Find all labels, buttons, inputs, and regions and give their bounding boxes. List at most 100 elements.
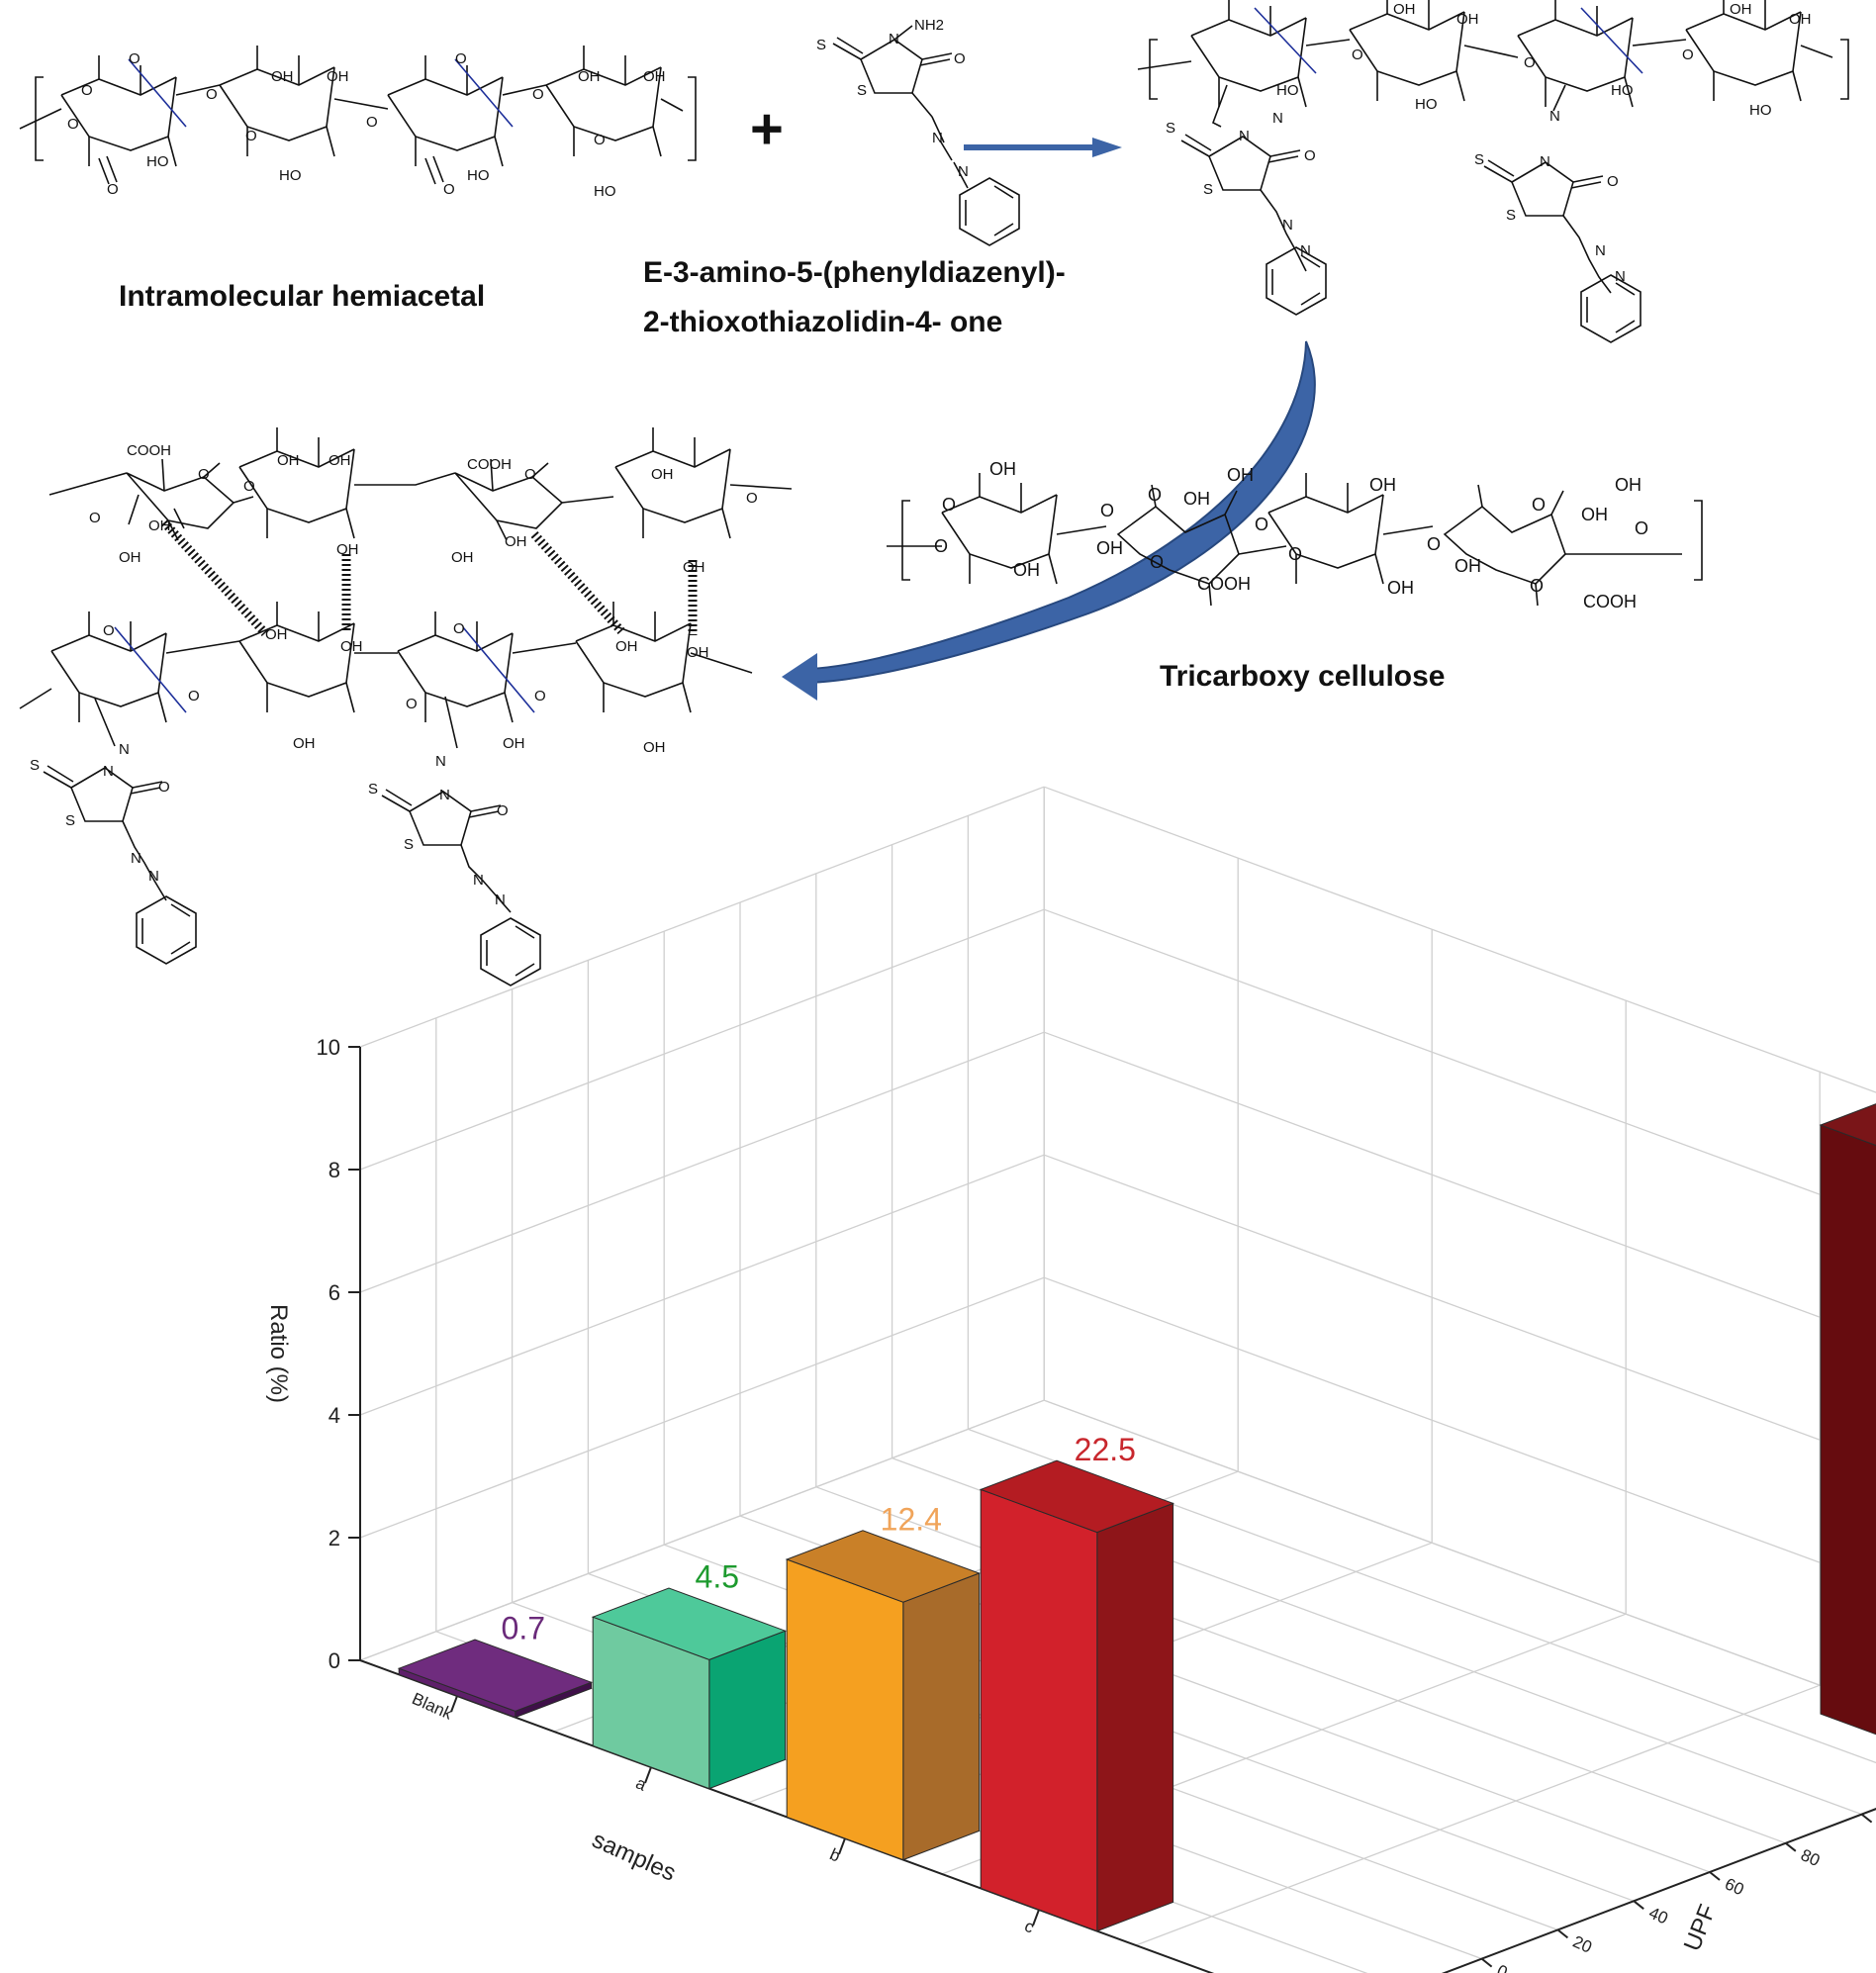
atom-n: N bbox=[1540, 153, 1550, 170]
bar-top bbox=[1819, 1103, 1876, 1147]
atom-ho: HO bbox=[146, 153, 169, 170]
reagent-caption-line1: E-3-amino-5-(phenyldiazenyl)- bbox=[643, 256, 1066, 289]
sample-tick-label: c bbox=[1022, 1917, 1038, 1937]
atom-ho: HO bbox=[1415, 96, 1438, 113]
atom-oh: OH bbox=[336, 541, 359, 558]
atom-cooh: COOH bbox=[1583, 592, 1637, 611]
atom-oh: OH bbox=[503, 735, 525, 752]
atom-n: N bbox=[131, 850, 141, 867]
hemiacetal-structure: O O O O HO O OH OH O HO O O O HO O OH OH… bbox=[19, 45, 697, 200]
atom-o: O bbox=[107, 181, 119, 198]
atom-n: N bbox=[495, 892, 506, 908]
atom-s: S bbox=[30, 757, 40, 774]
reaction-arrow-right bbox=[964, 138, 1122, 157]
wall-gridline bbox=[359, 1399, 1045, 1661]
plus-icon: + bbox=[750, 97, 784, 161]
wall-gridline bbox=[359, 1031, 1045, 1293]
atom-cooh: COOH bbox=[467, 456, 512, 473]
atom-n: N bbox=[932, 130, 943, 146]
atom-oh: OH bbox=[327, 68, 349, 85]
grafted-product-structure: S N N O S N N HO O OH OH HO O N S N O S … bbox=[1137, 0, 1849, 343]
bar-top bbox=[979, 1459, 1175, 1534]
atom-oh: OH bbox=[277, 452, 300, 469]
atom-o: O bbox=[443, 181, 455, 198]
atom-oh: OH bbox=[643, 68, 666, 85]
atom-n: N bbox=[148, 868, 159, 885]
atom-oh: OH bbox=[265, 626, 288, 643]
atom-oh: OH bbox=[148, 517, 171, 534]
atom-n: N bbox=[1300, 242, 1311, 259]
atom-o: O bbox=[524, 466, 536, 483]
atom-n: N bbox=[889, 31, 899, 47]
ratio-tick-label: 8 bbox=[328, 1158, 340, 1182]
atom-n: N bbox=[119, 741, 130, 758]
atom-ho: HO bbox=[1611, 82, 1634, 99]
bar-value-label: 22.5 bbox=[1075, 1432, 1136, 1467]
ratio-tick-label: 0 bbox=[328, 1648, 340, 1673]
chart-bars bbox=[397, 1103, 1876, 1932]
floor-gridline bbox=[815, 1486, 1787, 1844]
atom-s: S bbox=[1166, 120, 1175, 137]
atom-nh2: NH2 bbox=[914, 17, 944, 34]
upf-axis-tick bbox=[1480, 1957, 1493, 1968]
atom-ho: HO bbox=[279, 167, 302, 184]
wall-gridline bbox=[359, 1154, 1045, 1416]
upf-tick-label: 100 bbox=[1874, 1817, 1876, 1845]
upf-axis-tick bbox=[1785, 1842, 1797, 1852]
atom-n: N bbox=[103, 763, 114, 780]
bar-value-label: 0.7 bbox=[502, 1611, 545, 1646]
chart-labels: 96.190.74.512.422.5 bbox=[502, 1432, 1136, 1646]
atom-oh: OH bbox=[271, 68, 294, 85]
atom-oh: OH bbox=[1387, 578, 1414, 598]
atom-o: O bbox=[497, 802, 509, 819]
atom-s: S bbox=[368, 781, 378, 798]
crosslinked-network-structure: COOH COOH OH OH OH O O O O O OH OH OH OH… bbox=[19, 426, 793, 986]
atom-o: O bbox=[158, 779, 170, 796]
hemiacetal-atom-labels: O O O O HO O OH OH O HO O O O HO O OH OH… bbox=[67, 50, 666, 200]
upf-tick-label: 20 bbox=[1570, 1932, 1595, 1957]
samples-axis-tick bbox=[644, 1766, 652, 1784]
wall-gridline bbox=[1043, 786, 1876, 1093]
upf-tick-label: 60 bbox=[1722, 1874, 1746, 1899]
atom-o: O bbox=[206, 86, 218, 103]
wall-gridline bbox=[359, 786, 1045, 1048]
atom-cooh: COOH bbox=[127, 442, 171, 459]
atom-oh: OH bbox=[651, 466, 674, 483]
atom-oh: OH bbox=[1615, 475, 1642, 495]
floor-gridline bbox=[1135, 1684, 1821, 1946]
upf-axis-tick bbox=[1556, 1928, 1569, 1939]
bar-front bbox=[786, 1558, 904, 1861]
atom-n: N bbox=[1595, 242, 1606, 259]
atom-o: O bbox=[103, 622, 115, 639]
atom-oh: OH bbox=[683, 559, 705, 576]
wall-gridline bbox=[359, 908, 1045, 1171]
hemiacetal-caption: Intramolecular hemiacetal bbox=[119, 280, 485, 313]
ratio-tick-label: 10 bbox=[317, 1035, 340, 1060]
atom-oh: OH bbox=[1454, 556, 1481, 576]
reagent-structure: S N NH2 O S N N bbox=[816, 17, 1020, 246]
wall-gridline bbox=[1043, 1031, 1876, 1339]
atom-o: O bbox=[1255, 515, 1268, 534]
atom-oh: OH bbox=[643, 739, 666, 756]
atom-oh: OH bbox=[1456, 11, 1479, 28]
bar-side bbox=[1096, 1502, 1174, 1932]
atom-o: O bbox=[188, 688, 200, 705]
atom-o: O bbox=[954, 50, 966, 67]
atom-o: O bbox=[67, 116, 79, 133]
atom-oh: OH bbox=[1393, 1, 1416, 18]
atom-oh: OH bbox=[1581, 505, 1608, 524]
tricarboxy-cellulose-structure: OH O O OH OH O O OH OH O COOH O O OH OH … bbox=[887, 459, 1703, 611]
atom-s: S bbox=[1203, 181, 1213, 198]
atom-o: O bbox=[406, 696, 418, 712]
bar-side bbox=[902, 1572, 981, 1861]
atom-ho: HO bbox=[594, 183, 616, 200]
atom-o: O bbox=[81, 82, 93, 99]
atom-o: O bbox=[1530, 576, 1544, 596]
atom-o: O bbox=[746, 490, 758, 507]
upf-axis-tick bbox=[1860, 1813, 1873, 1824]
atom-cooh: COOH bbox=[1197, 574, 1251, 594]
atom-o: O bbox=[366, 114, 378, 131]
atom-o: O bbox=[89, 510, 101, 526]
atom-o: O bbox=[1352, 47, 1363, 63]
